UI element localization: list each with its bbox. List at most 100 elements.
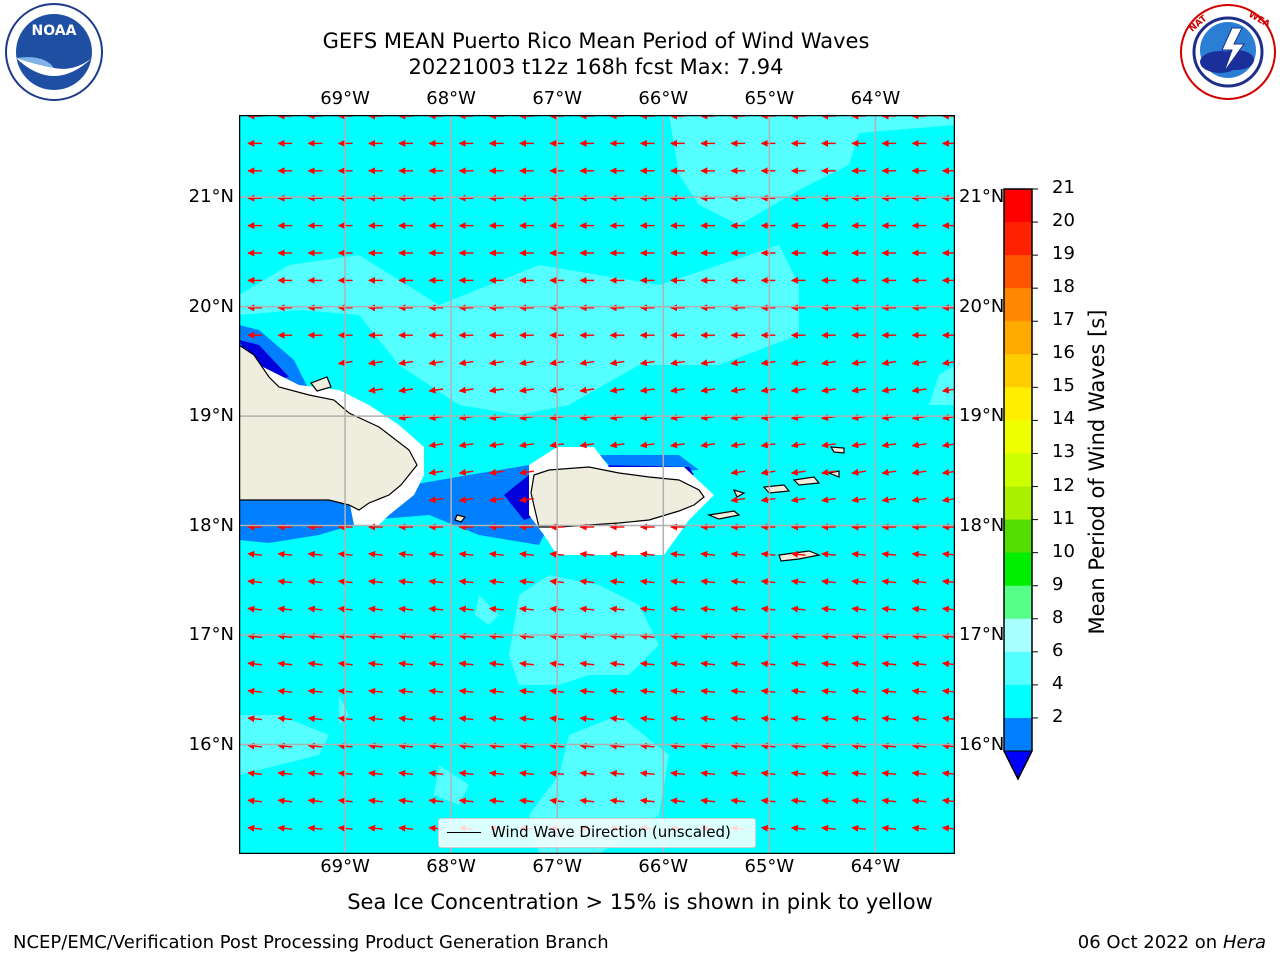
wave-direction-arrow [277, 633, 293, 641]
wave-direction-arrow [639, 578, 655, 586]
colorbar-segment [1004, 651, 1032, 686]
wave-direction-arrow [398, 633, 414, 641]
wave-direction-arrow [488, 386, 504, 394]
wave-direction-arrow [247, 797, 263, 805]
colorbar-tick-label: 20 [1052, 210, 1075, 232]
wave-direction-arrow [639, 660, 655, 668]
wave-direction-arrow [579, 742, 595, 750]
wave-direction-arrow [579, 797, 595, 805]
wave-direction-arrow [428, 441, 444, 449]
wave-direction-arrow [760, 824, 776, 832]
wave-direction-arrow [730, 687, 746, 695]
wave-direction-arrow [609, 742, 625, 750]
lat-label: 19°N [188, 405, 234, 427]
colorbar-tick-label: 12 [1052, 474, 1075, 496]
colorbar-segment [1004, 486, 1032, 521]
wave-direction-arrow [519, 660, 534, 668]
wave-direction-arrow [790, 386, 806, 394]
wave-direction-arrow [277, 742, 293, 750]
wave-direction-arrow [700, 550, 716, 558]
wave-direction-arrow [760, 605, 776, 613]
wave-direction-arrow [881, 550, 897, 558]
wave-direction-arrow [488, 578, 504, 586]
wave-direction-arrow [911, 386, 927, 394]
wave-direction-arrow [398, 578, 414, 586]
map-frame [239, 115, 955, 854]
wave-direction-arrow [821, 742, 836, 750]
wave-direction-arrow [730, 660, 746, 668]
wave-direction-arrow [519, 742, 534, 750]
wave-direction-arrow [911, 742, 927, 750]
credit-date: 06 Oct 2022 on [1077, 932, 1223, 953]
wave-direction-arrow [730, 550, 746, 558]
wave-direction-arrow [790, 468, 806, 476]
wave-direction-arrow [488, 496, 504, 504]
wave-direction-arrow [609, 660, 625, 668]
wave-direction-arrow [760, 578, 776, 586]
wave-direction-arrow [488, 687, 504, 695]
wave-direction-arrow [398, 742, 414, 750]
wave-direction-arrow [368, 359, 383, 367]
sea-ice-note: Sea Ice Concentration > 15% is shown in … [347, 890, 933, 914]
wave-direction-arrow [307, 715, 323, 723]
wave-direction-arrow [307, 770, 323, 778]
wave-direction-arrow [307, 633, 323, 641]
wave-direction-arrow [519, 550, 534, 558]
colorbar-tick-label: 15 [1052, 375, 1075, 397]
wave-direction-arrow [700, 386, 716, 394]
credit-right: 06 Oct 2022 on Hera [1078, 932, 1266, 953]
wave-direction-arrow [428, 386, 444, 394]
colorbar-segment [1004, 321, 1032, 355]
wave-direction-arrow [670, 770, 685, 778]
wave-direction-arrow [458, 605, 474, 613]
wave-direction-arrow [458, 550, 474, 558]
wave-direction-arrow [760, 715, 776, 723]
wave-direction-arrow [307, 660, 323, 668]
wave-direction-arrow [730, 605, 746, 613]
wave-direction-arrow [881, 386, 897, 394]
wave-direction-arrow [821, 687, 836, 695]
wave-direction-arrow [579, 770, 595, 778]
wave-direction-arrow [851, 578, 867, 586]
wave-direction-arrow [790, 633, 806, 641]
wave-direction-arrow [760, 359, 776, 367]
colorbar-tick-label: 19 [1052, 243, 1075, 265]
wave-direction-arrow [760, 660, 776, 668]
wave-direction-arrow [428, 550, 444, 558]
wave-direction-arrow [700, 715, 716, 723]
noaa-logo: NOAA [5, 3, 103, 101]
small-islands [310, 376, 845, 562]
wave-direction-arrow [790, 687, 806, 695]
wave-direction-arrow [519, 687, 534, 695]
wave-direction-arrow [488, 797, 504, 805]
wave-direction-arrow [609, 359, 625, 367]
wave-direction-arrow [881, 468, 897, 476]
wave-direction-arrow [398, 715, 414, 723]
wave-direction-arrow [700, 660, 716, 668]
wave-direction-arrow [488, 359, 504, 367]
wave-direction-arrow [760, 468, 776, 476]
wave-direction-arrow [609, 386, 625, 394]
colorbar-segment [1004, 387, 1032, 421]
wave-direction-arrow [821, 824, 836, 832]
colorbar-segment [1004, 453, 1032, 488]
wave-direction-arrow [609, 550, 625, 558]
wave-direction-arrow [398, 660, 414, 668]
wave-direction-arrow [851, 687, 867, 695]
wave-direction-arrow [247, 742, 263, 750]
wave-direction-arrow [851, 386, 867, 394]
wave-direction-arrow [368, 742, 383, 750]
colorbar-tick-label: 13 [1052, 441, 1075, 463]
wave-direction-arrow [881, 605, 897, 613]
wave-direction-arrow [700, 605, 716, 613]
wave-direction-arrow [519, 441, 534, 449]
wave-direction-arrows [247, 115, 955, 832]
wave-direction-arrow [670, 633, 685, 641]
chart-title: GEFS MEAN Puerto Rico Mean Period of Win… [322, 29, 870, 53]
wave-direction-arrow [790, 660, 806, 668]
wave-direction-arrow [488, 441, 504, 449]
wave-direction-arrow [519, 770, 534, 778]
wave-direction-arrow [911, 715, 927, 723]
wave-direction-arrow [851, 633, 867, 641]
wave-direction-arrow [821, 359, 836, 367]
